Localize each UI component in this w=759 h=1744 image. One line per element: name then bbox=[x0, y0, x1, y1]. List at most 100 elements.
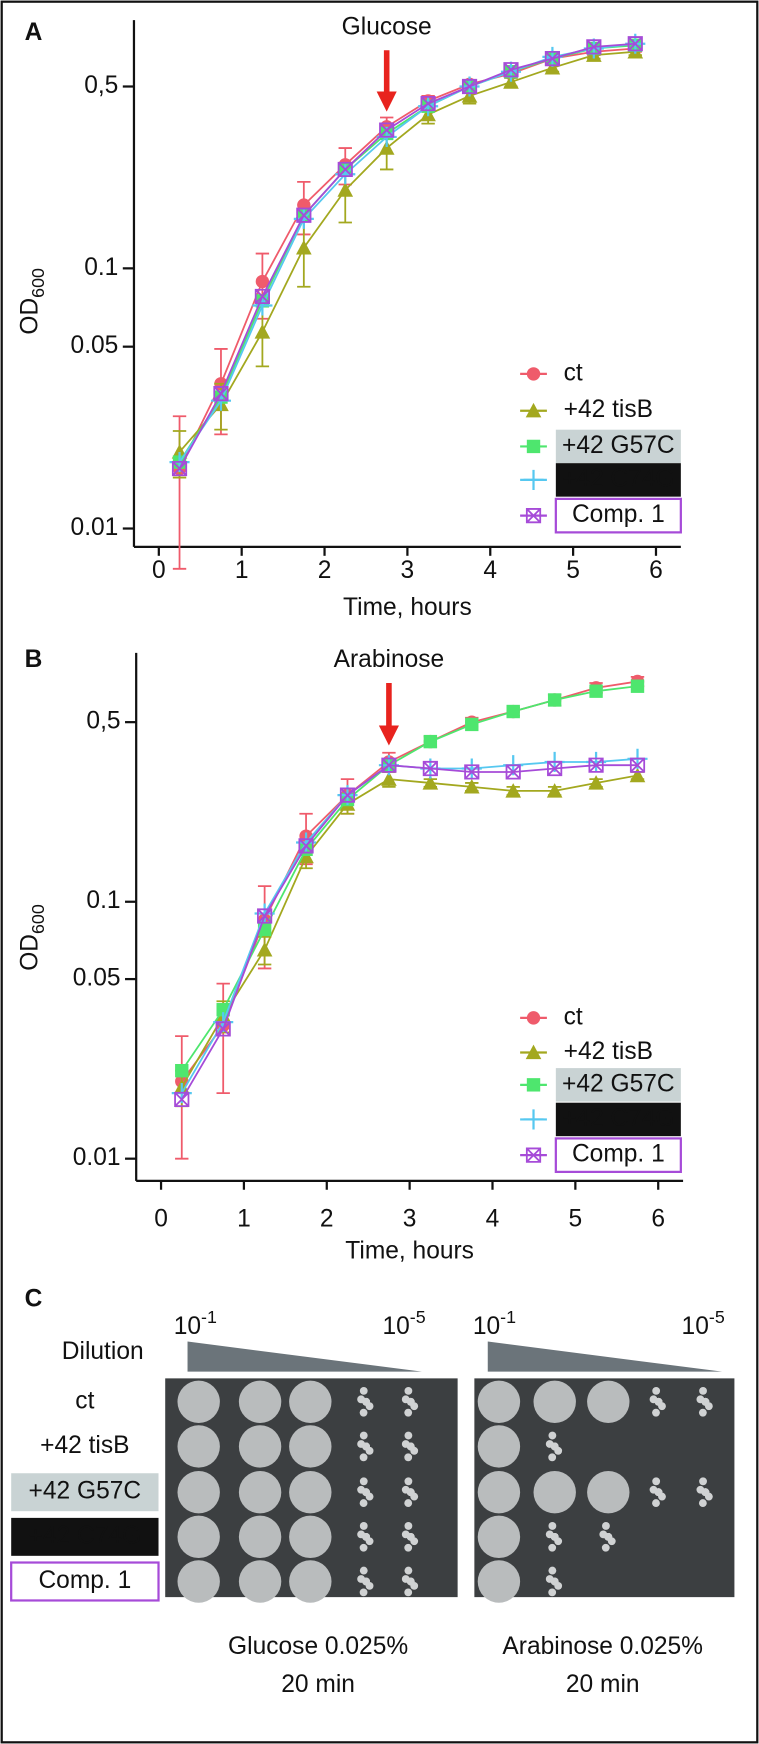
legend-marker bbox=[526, 1078, 541, 1092]
marker bbox=[339, 787, 356, 803]
legend-label: Comp. 1 bbox=[572, 501, 665, 528]
row-label: +42 G57C bbox=[29, 1478, 142, 1505]
colony-spot bbox=[587, 1380, 630, 1424]
y-tick-label: 0.1 bbox=[84, 254, 118, 281]
colony bbox=[601, 1543, 610, 1552]
marker bbox=[420, 95, 436, 112]
legend-label: Comp. 1 bbox=[572, 1141, 665, 1168]
colony bbox=[404, 1499, 413, 1507]
colony bbox=[404, 1386, 413, 1395]
dilution-wedge bbox=[187, 1341, 422, 1372]
marker bbox=[630, 679, 645, 693]
dilution-label: 10-1 bbox=[473, 1307, 516, 1341]
colony-spot bbox=[177, 1560, 220, 1603]
legend-marker bbox=[526, 1011, 541, 1025]
colony-spot bbox=[238, 1560, 282, 1603]
colony bbox=[548, 1588, 557, 1597]
panel-label: C bbox=[25, 1286, 43, 1313]
colony-spot bbox=[289, 1380, 332, 1424]
legend-marker bbox=[523, 1109, 544, 1130]
marker bbox=[464, 764, 480, 780]
marker bbox=[627, 36, 643, 52]
colony bbox=[548, 1522, 557, 1530]
colony bbox=[406, 1577, 415, 1586]
y-axis-label-main: OD bbox=[17, 298, 44, 335]
legend-label: +42 G57C bbox=[562, 432, 675, 459]
marker bbox=[298, 838, 314, 854]
colony-spot bbox=[289, 1425, 332, 1468]
x-tick-label: 0 bbox=[154, 1205, 168, 1232]
legend-label: +42 tisB bbox=[564, 396, 653, 423]
colony bbox=[404, 1566, 413, 1575]
colony-spot bbox=[533, 1380, 576, 1424]
colony bbox=[406, 1488, 415, 1497]
plate-caption: Arabinose 0.025% bbox=[502, 1633, 703, 1660]
x-tick-label: 1 bbox=[235, 557, 249, 584]
marker bbox=[547, 760, 563, 777]
colony-spot bbox=[238, 1515, 282, 1559]
legend-bg bbox=[554, 497, 682, 534]
legend-bg bbox=[554, 1137, 682, 1174]
colony bbox=[548, 1431, 557, 1440]
colony bbox=[404, 1453, 413, 1462]
marker bbox=[506, 704, 520, 719]
x-tick-label: 6 bbox=[649, 557, 663, 584]
marker bbox=[215, 1021, 231, 1037]
colony bbox=[548, 1566, 557, 1575]
colony bbox=[362, 1532, 371, 1541]
y-tick-label: 0.05 bbox=[71, 332, 119, 359]
colony bbox=[359, 1386, 368, 1395]
legend-bg bbox=[555, 1068, 681, 1102]
panel-label: A bbox=[25, 19, 43, 46]
plate-caption: Glucose 0.025% bbox=[228, 1633, 408, 1660]
x-tick-label: 4 bbox=[486, 1205, 500, 1232]
colony bbox=[362, 1577, 371, 1586]
marker bbox=[171, 460, 188, 477]
legend-bg bbox=[555, 463, 681, 497]
colony bbox=[406, 1532, 415, 1541]
colony bbox=[359, 1566, 368, 1575]
colony bbox=[550, 1532, 559, 1541]
legend-label: +42 G57C bbox=[562, 1070, 675, 1097]
y-axis-label-sub: 600 bbox=[28, 268, 48, 298]
panel-label: B bbox=[25, 646, 43, 673]
colony bbox=[404, 1522, 413, 1530]
marker bbox=[505, 783, 522, 798]
y-tick-label: 0.05 bbox=[73, 965, 121, 992]
colony bbox=[404, 1431, 413, 1440]
y-tick-label: 0.01 bbox=[73, 1144, 121, 1171]
colony bbox=[652, 1499, 660, 1507]
colony-spot bbox=[177, 1380, 220, 1424]
marker bbox=[544, 59, 561, 75]
marker bbox=[463, 779, 480, 794]
legend-marker bbox=[525, 508, 542, 524]
x-tick-label: 1 bbox=[237, 1205, 251, 1232]
legend-marker bbox=[525, 1044, 542, 1060]
marker bbox=[588, 775, 604, 790]
legend-marker bbox=[526, 367, 541, 381]
colony-spot bbox=[289, 1471, 332, 1514]
x-tick-label: 2 bbox=[318, 557, 332, 584]
colony bbox=[359, 1408, 368, 1417]
marker bbox=[337, 161, 353, 178]
colony bbox=[404, 1588, 413, 1597]
colony bbox=[550, 1577, 559, 1586]
marker bbox=[378, 140, 395, 155]
y-axis-label-sub: 600 bbox=[28, 904, 48, 934]
dilution-label: 10-5 bbox=[682, 1307, 725, 1341]
marker bbox=[213, 386, 229, 402]
colony bbox=[359, 1499, 368, 1507]
legend-label: +42 tisB bbox=[564, 1038, 653, 1065]
x-tick-label: 4 bbox=[483, 557, 497, 584]
marker bbox=[379, 122, 395, 138]
marker bbox=[629, 767, 646, 783]
marker bbox=[257, 908, 273, 924]
colony bbox=[698, 1499, 707, 1507]
marker bbox=[422, 775, 439, 790]
colony-spot bbox=[238, 1380, 282, 1424]
annotation: Glucose bbox=[342, 13, 432, 40]
series-line bbox=[178, 50, 636, 453]
series-line bbox=[181, 685, 638, 1072]
dilution-base: 10 bbox=[682, 1314, 709, 1341]
